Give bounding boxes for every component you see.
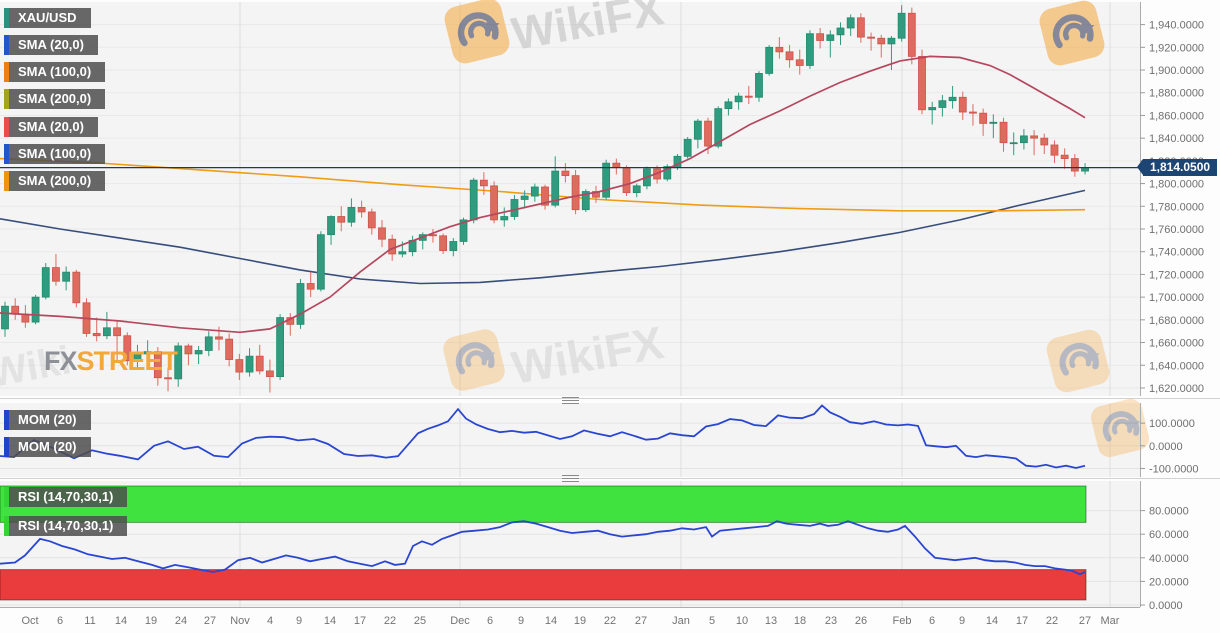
legend-xauusd[interactable]: XAU/USD [4, 8, 91, 28]
svg-text:1,940.0000: 1,940.0000 [1149, 20, 1204, 32]
svg-text:80.0000: 80.0000 [1149, 506, 1189, 518]
svg-text:Dec: Dec [450, 615, 470, 627]
svg-text:10: 10 [736, 615, 748, 627]
svg-text:Nov: Nov [230, 615, 250, 627]
legend-rsi-2[interactable]: RSI (14,70,30,1) [4, 516, 128, 536]
svg-text:17: 17 [1016, 615, 1028, 627]
mom-line [0, 404, 1086, 469]
svg-text:18: 18 [794, 615, 806, 627]
legend-sma100-b[interactable]: SMA (100,0) [4, 144, 106, 164]
svg-text:1,660.0000: 1,660.0000 [1149, 338, 1204, 350]
time-axis[interactable]: Oct 6 11 14 19 24 27 Nov 4 9 14 17 22 25 Dec 6 9 14 19 22 27… [21, 615, 1119, 627]
eagle-logo-watermark [1090, 398, 1150, 458]
legend-sma20-b[interactable]: SMA (20,0) [4, 117, 98, 137]
svg-text:9: 9 [518, 615, 524, 627]
svg-text:4: 4 [267, 615, 273, 627]
svg-text:1,880.0000: 1,880.0000 [1149, 88, 1204, 100]
svg-text:1,780.0000: 1,780.0000 [1149, 201, 1204, 213]
svg-text:Mar: Mar [1101, 615, 1120, 627]
legend-rsi-1[interactable]: RSI (14,70,30,1) [4, 487, 128, 507]
gridlines [0, 2, 1140, 607]
svg-text:Feb: Feb [893, 615, 912, 627]
svg-text:26: 26 [855, 615, 867, 627]
svg-text:1,900.0000: 1,900.0000 [1149, 65, 1204, 77]
fxstreet-logo: FXSTREET [44, 346, 179, 377]
svg-text:22: 22 [384, 615, 396, 627]
svg-text:6: 6 [57, 615, 63, 627]
svg-text:6: 6 [929, 615, 935, 627]
svg-text:1,720.0000: 1,720.0000 [1149, 269, 1204, 281]
svg-text:23: 23 [825, 615, 837, 627]
rsi-bands [0, 485, 1087, 601]
fxstreet-logo-street: STREET [76, 346, 179, 376]
legend-sma200-a[interactable]: SMA (200,0) [4, 89, 106, 109]
eagle-logo-watermark [443, 329, 505, 391]
svg-text:17: 17 [354, 615, 366, 627]
svg-text:1,620.0000: 1,620.0000 [1149, 383, 1204, 395]
sma-fast-crimson [0, 55, 1086, 334]
svg-text:Oct: Oct [21, 615, 38, 627]
svg-text:27: 27 [204, 615, 216, 627]
svg-text:27: 27 [635, 615, 647, 627]
svg-text:0.0000: 0.0000 [1149, 441, 1183, 453]
sma-slow-navy [0, 189, 1086, 285]
svg-text:1,680.0000: 1,680.0000 [1149, 315, 1204, 327]
svg-text:40.0000: 40.0000 [1149, 553, 1189, 565]
last-price-tag: 1,814.0500 [1136, 159, 1218, 176]
svg-text:6: 6 [487, 615, 493, 627]
svg-text:9: 9 [296, 615, 302, 627]
legend-mom-2[interactable]: MOM (20) [4, 437, 91, 457]
svg-text:100.0000: 100.0000 [1149, 418, 1195, 430]
svg-text:1,760.0000: 1,760.0000 [1149, 224, 1204, 236]
svg-text:-100.0000: -100.0000 [1149, 463, 1199, 475]
eagle-logo-watermark [444, 0, 510, 64]
svg-text:20.0000: 20.0000 [1149, 576, 1189, 588]
svg-text:11: 11 [84, 615, 95, 627]
legend-mom-1[interactable]: MOM (20) [4, 410, 91, 430]
svg-text:19: 19 [145, 615, 157, 627]
eagle-logo-watermark [1039, 0, 1105, 66]
legend-sma100-a[interactable]: SMA (100,0) [4, 62, 106, 82]
svg-text:1,700.0000: 1,700.0000 [1149, 292, 1204, 304]
svg-text:14: 14 [115, 615, 127, 627]
svg-text:1,860.0000: 1,860.0000 [1149, 110, 1204, 122]
svg-text:19: 19 [574, 615, 586, 627]
eagle-logo-watermark [1046, 329, 1110, 393]
svg-text:25: 25 [414, 615, 426, 627]
svg-text:1,640.0000: 1,640.0000 [1149, 360, 1204, 372]
svg-text:22: 22 [604, 615, 616, 627]
svg-text:13: 13 [765, 615, 777, 627]
svg-text:27: 27 [1079, 615, 1091, 627]
svg-text:1,840.0000: 1,840.0000 [1149, 133, 1204, 145]
svg-text:14: 14 [545, 615, 557, 627]
legend-sma200-b[interactable]: SMA (200,0) [4, 171, 106, 191]
svg-text:60.0000: 60.0000 [1149, 529, 1189, 541]
legend-sma20-a[interactable]: SMA (20,0) [4, 35, 98, 55]
svg-text:0.0000: 0.0000 [1149, 600, 1183, 612]
svg-text:22: 22 [1046, 615, 1058, 627]
panel-resize-handle-mom[interactable] [562, 397, 579, 404]
sma-mid-orange [0, 157, 1086, 212]
svg-text:1,920.0000: 1,920.0000 [1149, 42, 1204, 54]
svg-text:5: 5 [709, 615, 715, 627]
svg-text:1,740.0000: 1,740.0000 [1149, 247, 1204, 259]
rsi-line [0, 520, 1086, 576]
svg-text:Jan: Jan [672, 615, 690, 627]
fxstreet-logo-fx: FX [44, 346, 78, 376]
price-axis[interactable]: 1,940.0000 1,920.0000 1,900.0000 1,880.0000… [1140, 2, 1204, 612]
svg-text:14: 14 [324, 615, 336, 627]
svg-text:1,800.0000: 1,800.0000 [1149, 179, 1204, 191]
svg-text:14: 14 [986, 615, 998, 627]
svg-text:24: 24 [175, 615, 187, 627]
panel-resize-handle-rsi[interactable] [562, 475, 579, 482]
svg-text:9: 9 [959, 615, 965, 627]
